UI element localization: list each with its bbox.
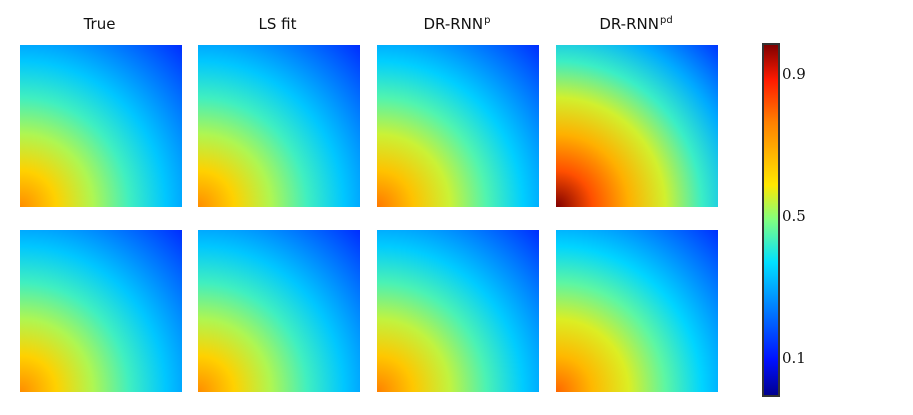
colorbar	[762, 43, 780, 397]
colorbar-tick-0-9: 0.9	[782, 65, 806, 83]
column-title-true: True	[83, 15, 116, 33]
heatmap-field	[198, 45, 360, 207]
heatmap-field	[556, 45, 718, 207]
heatmap-row2-dr-rnn-pd	[556, 230, 718, 392]
heatmap-field	[20, 230, 182, 392]
colorbar-tick-0-5: 0.5	[782, 207, 806, 225]
colorbar-tick-0-1: 0.1	[782, 349, 806, 367]
column-title-ls-fit: LS fit	[258, 15, 297, 33]
heatmap-row1-dr-rnn-pd	[556, 45, 718, 207]
heatmap-field	[377, 45, 539, 207]
heatmap-row1-true	[20, 45, 182, 207]
heatmap-field	[377, 230, 539, 392]
heatmap-row2-dr-rnn-p	[377, 230, 539, 392]
heatmap-row2-ls-fit	[198, 230, 360, 392]
heatmap-row2-true	[20, 230, 182, 392]
heatmap-field	[20, 45, 182, 207]
heatmap-row1-ls-fit	[198, 45, 360, 207]
heatmap-field	[556, 230, 718, 392]
column-title-dr-rnn-p: DR-RNNp	[423, 15, 491, 33]
heatmap-row1-dr-rnn-p	[377, 45, 539, 207]
heatmap-field	[198, 230, 360, 392]
column-title-dr-rnn-pd: DR-RNNpd	[599, 15, 673, 33]
